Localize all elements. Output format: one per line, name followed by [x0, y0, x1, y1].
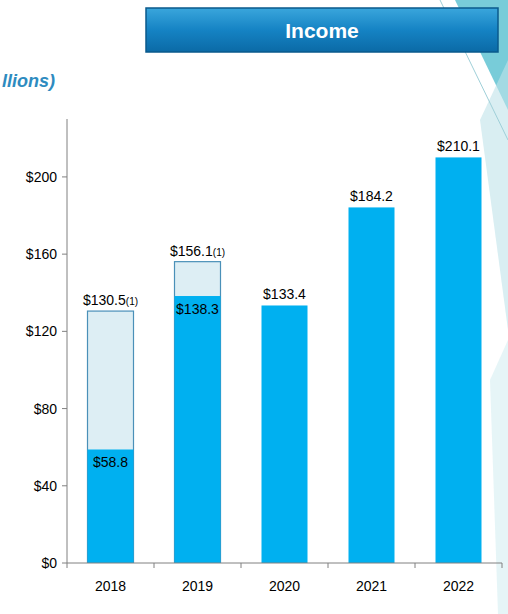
subtitle: llions) — [2, 71, 55, 91]
y-tick-label: $160 — [26, 246, 57, 262]
bar — [262, 305, 308, 563]
y-tick — [62, 254, 67, 255]
chart-root: Incomellions)$130.5(1)$156.1(1)$58.8$138… — [0, 0, 508, 614]
data-label-value: $184.2 — [350, 188, 393, 204]
chart-svg: Incomellions)$130.5(1)$156.1(1)$58.8$138… — [0, 0, 508, 614]
x-tick-label: 2021 — [356, 578, 387, 594]
y-tick — [62, 563, 67, 564]
x-tick — [154, 563, 155, 568]
x-tick-label: 2022 — [443, 578, 474, 594]
data-labels: $130.5(1)$156.1(1)$58.8$138.3$133.4$184.… — [83, 138, 480, 470]
bar — [88, 449, 134, 563]
bar — [88, 311, 134, 563]
x-tick — [241, 563, 242, 568]
y-tick-label: $120 — [26, 323, 57, 339]
y-tick — [62, 408, 67, 409]
data-label: $138.3 — [176, 301, 219, 317]
x-tick-label: 2019 — [182, 578, 213, 594]
data-label: $210.1 — [437, 138, 480, 154]
data-label-value: $156.1 — [170, 243, 213, 259]
data-label-value: $138.3 — [176, 301, 219, 317]
y-axis — [67, 119, 68, 563]
data-label-value: $130.5 — [83, 292, 126, 308]
title: Income — [285, 19, 359, 42]
bars — [88, 157, 482, 563]
x-tick — [415, 563, 416, 568]
bar — [175, 296, 221, 563]
y-tick-label: $0 — [41, 555, 57, 571]
y-tick — [62, 331, 67, 332]
bar — [436, 157, 482, 563]
x-tick — [328, 563, 329, 568]
y-tick-label: $80 — [34, 401, 58, 417]
data-label: $156.1(1) — [170, 243, 225, 259]
bar — [349, 207, 395, 563]
data-label-note: (1) — [213, 247, 225, 258]
y-tick-label: $40 — [34, 478, 58, 494]
data-label: $130.5(1) — [83, 292, 138, 308]
x-tick-label: 2018 — [95, 578, 126, 594]
bar — [175, 262, 221, 563]
data-label-note: (1) — [126, 296, 138, 307]
y-tick — [62, 485, 67, 486]
title-banner — [146, 8, 498, 52]
data-label: $58.8 — [93, 454, 128, 470]
decor — [490, 340, 508, 614]
data-label: $133.4 — [263, 286, 306, 302]
x-tick-label: 2020 — [269, 578, 300, 594]
decor — [480, 60, 508, 330]
data-label-value: $58.8 — [93, 454, 128, 470]
x-axis — [67, 563, 502, 564]
x-tick — [502, 563, 503, 568]
x-tick — [67, 563, 68, 568]
data-label-value: $133.4 — [263, 286, 306, 302]
data-label: $184.2 — [350, 188, 393, 204]
y-tick — [62, 176, 67, 177]
y-tick-label: $200 — [26, 169, 57, 185]
data-label-value: $210.1 — [437, 138, 480, 154]
